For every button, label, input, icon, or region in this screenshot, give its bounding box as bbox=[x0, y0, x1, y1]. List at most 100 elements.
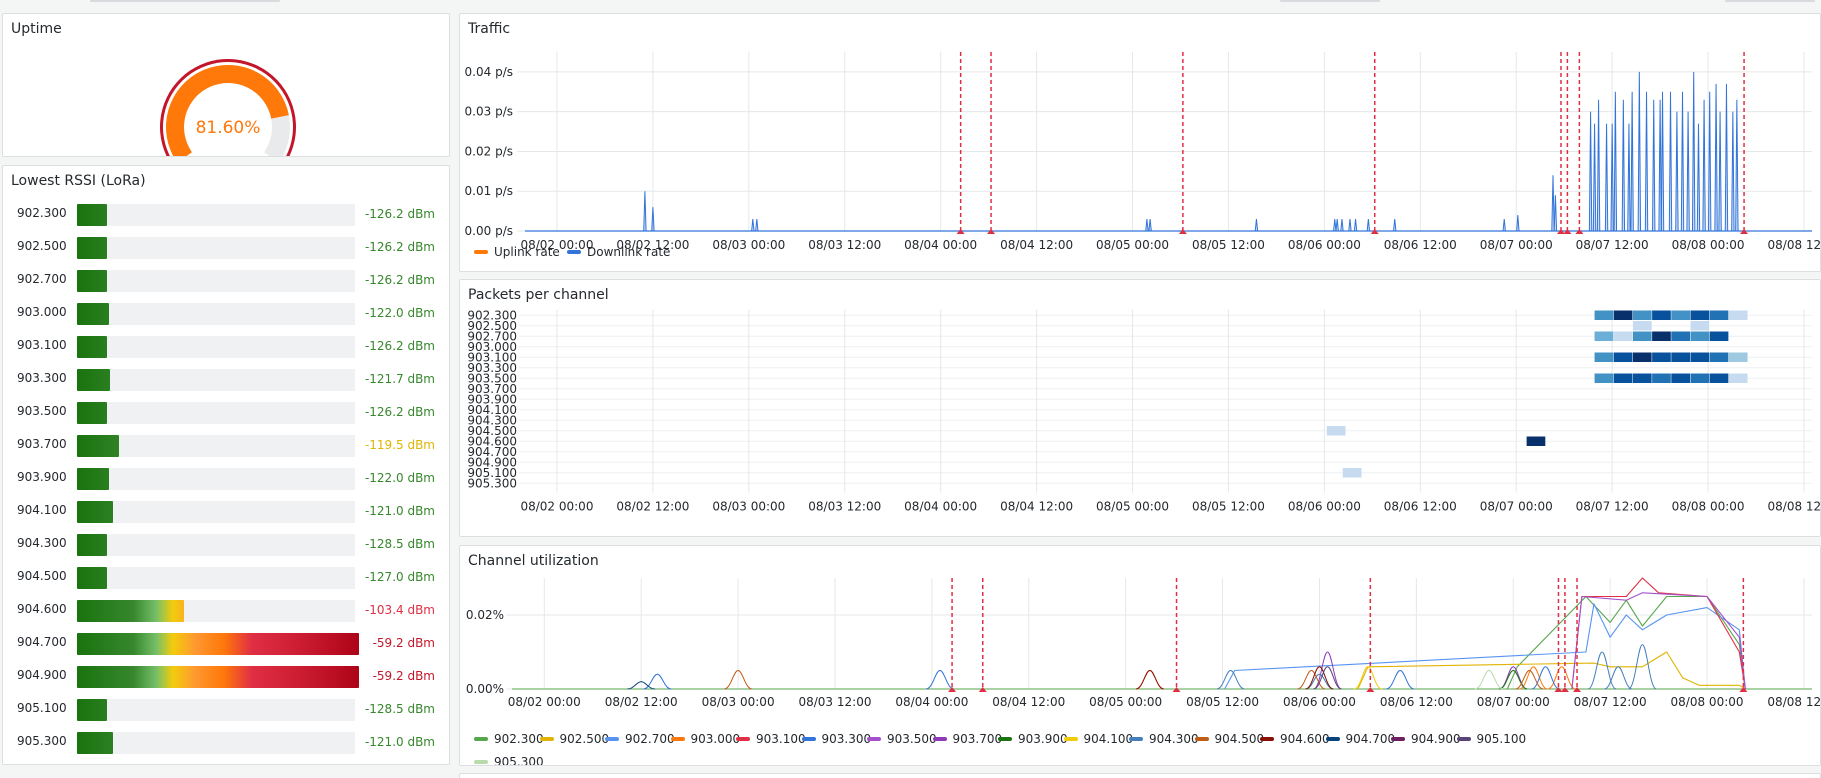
legend-903-900[interactable]: 903.900 bbox=[998, 732, 1068, 746]
utilization-bump bbox=[1604, 666, 1633, 690]
legend-swatch bbox=[1260, 737, 1274, 741]
x-tick-label: 08/03 00:00 bbox=[712, 500, 785, 514]
y-tick-label: 0.00 p/s bbox=[465, 224, 513, 238]
traffic-panel[interactable]: Traffic 0.00 p/s 0.01 p/s 0.02 p/s 0.03 p/s… bbox=[459, 13, 1821, 272]
legend-905-300[interactable]: 905.300 bbox=[474, 755, 544, 765]
heatmap-cell bbox=[1728, 352, 1748, 362]
rssi-bar-fill bbox=[77, 501, 113, 523]
heatmap-cell bbox=[1594, 373, 1614, 383]
legend-swatch bbox=[474, 760, 488, 764]
legend-swatch bbox=[998, 737, 1012, 741]
rssi-value: -126.2 dBm bbox=[364, 207, 435, 221]
legend-904-600[interactable]: 904.600 bbox=[1260, 732, 1330, 746]
top-toolbar-edge bbox=[0, 0, 1821, 8]
x-tick-label: 08/07 00:00 bbox=[1480, 500, 1553, 514]
rssi-bar-fill bbox=[77, 435, 119, 457]
packets-heatmap[interactable]: 902.300902.500902.700903.000903.100903.3… bbox=[460, 306, 1820, 536]
panel-title[interactable]: Lowest RSSI (LoRa) bbox=[11, 173, 146, 189]
heatmap-cell bbox=[1632, 310, 1652, 320]
rssi-bar-track bbox=[77, 303, 355, 325]
toolbar-segment bbox=[90, 0, 280, 2]
heatmap-cell bbox=[1526, 436, 1546, 446]
x-tick-label: 08/02 12:00 bbox=[616, 238, 689, 252]
rssi-panel[interactable]: Lowest RSSI (LoRa) 902.300 -126.2 dBm 902.… bbox=[2, 165, 450, 765]
panel-title[interactable]: Traffic bbox=[468, 21, 511, 37]
traffic-chart[interactable]: 0.00 p/s 0.01 p/s 0.02 p/s 0.03 p/s 0.04 p/s… bbox=[460, 42, 1820, 257]
rssi-bar-fill bbox=[77, 534, 107, 556]
channel-label: 903.000 bbox=[467, 340, 517, 354]
downlink-spike bbox=[1333, 219, 1337, 232]
heatmap-cell bbox=[1652, 352, 1671, 362]
x-tick-label: 08/08 00:00 bbox=[1672, 500, 1745, 514]
legend-903-000[interactable]: 903.000 bbox=[670, 732, 741, 746]
panel-title[interactable]: Channel utilization bbox=[468, 553, 599, 569]
heatmap-cell bbox=[1632, 352, 1652, 362]
heatmap-cell bbox=[1690, 310, 1710, 320]
rssi-channel-label: 905.100 bbox=[17, 701, 67, 715]
x-tick-label: 08/02 12:00 bbox=[605, 695, 678, 709]
legend-downlink[interactable]: Downlink rate bbox=[567, 245, 670, 259]
utilization-panel[interactable]: Channel utilization 0.00% 0.02% 08/02 00:0… bbox=[459, 545, 1821, 766]
heatmap-cell bbox=[1632, 373, 1652, 383]
rssi-row: 905.300 -121.0 dBm bbox=[3, 726, 449, 759]
heatmap-cell bbox=[1613, 331, 1633, 341]
legend-902-500[interactable]: 902.500 bbox=[539, 732, 609, 746]
legend-902-300[interactable]: 902.300 bbox=[474, 732, 544, 746]
legend-903-300[interactable]: 903.300 bbox=[801, 732, 872, 746]
legend-904-100[interactable]: 904.100 bbox=[1063, 732, 1133, 746]
uptime-panel[interactable]: Uptime 81.60% bbox=[2, 13, 450, 157]
rssi-value: -59.2 dBm bbox=[372, 669, 435, 683]
heatmap-cell bbox=[1728, 373, 1748, 383]
rssi-value: -126.2 dBm bbox=[364, 405, 435, 419]
downlink-spike bbox=[1353, 219, 1358, 232]
legend-label: 903.300 bbox=[821, 732, 872, 746]
panel-title[interactable]: Packets per channel bbox=[468, 287, 609, 303]
heatmap-cell bbox=[1709, 352, 1729, 362]
legend-label: 904.900 bbox=[1411, 732, 1461, 746]
legend-swatch bbox=[567, 250, 581, 254]
legend-905-100[interactable]: 905.100 bbox=[1456, 732, 1526, 746]
packets-panel[interactable]: Packets per channel 902.300 902.500 902.70… bbox=[459, 279, 1821, 537]
panel-title[interactable]: Uptime bbox=[11, 21, 62, 37]
downlink-spike bbox=[1627, 123, 1631, 232]
legend-uplink[interactable]: Uplink rate bbox=[474, 245, 560, 259]
legend-swatch bbox=[1063, 737, 1078, 741]
legend-903-500[interactable]: 903.500 bbox=[867, 732, 937, 746]
channel-label: 905.300 bbox=[467, 476, 517, 490]
rssi-bar-fill bbox=[77, 468, 109, 490]
rssi-value: -122.0 dBm bbox=[364, 306, 435, 320]
downlink-spike bbox=[1686, 111, 1690, 232]
legend-label: 903.000 bbox=[690, 732, 741, 746]
rssi-value: -126.2 dBm bbox=[364, 339, 435, 353]
legend-swatch bbox=[736, 737, 750, 741]
legend-904-900[interactable]: 904.900 bbox=[1391, 732, 1461, 746]
legend-904-700[interactable]: 904.700 bbox=[1325, 732, 1395, 746]
channel-label: 904.500 bbox=[467, 424, 517, 438]
legend-swatch bbox=[1194, 737, 1209, 741]
gauge-value-text: 81.60% bbox=[196, 118, 261, 138]
downlink-spike bbox=[1731, 111, 1735, 232]
legend-902-700[interactable]: 902.700 bbox=[605, 732, 675, 746]
rssi-row: 904.100 -121.0 dBm bbox=[3, 495, 449, 528]
legend-904-300[interactable]: 904.300 bbox=[1129, 732, 1199, 746]
legend-903-100[interactable]: 903.100 bbox=[736, 732, 806, 746]
annotation-marker bbox=[1575, 229, 1584, 234]
rssi-value: -119.5 dBm bbox=[364, 438, 435, 452]
legend-label: Uplink rate bbox=[494, 245, 560, 259]
utilization-series-line bbox=[1506, 595, 1746, 690]
downlink-spike bbox=[1148, 219, 1152, 232]
legend-903-700[interactable]: 903.700 bbox=[932, 732, 1002, 746]
utilization-chart[interactable]: 0.00% 0.02% 08/02 00:00 08/02 12:00 08/03 00… bbox=[460, 572, 1820, 732]
rssi-channel-label: 903.300 bbox=[17, 371, 67, 385]
utilization-bump bbox=[1547, 666, 1576, 690]
heatmap-cell bbox=[1690, 373, 1710, 383]
legend-904-500[interactable]: 904.500 bbox=[1194, 732, 1264, 746]
rssi-bar-fill bbox=[77, 270, 107, 292]
channel-label: 905.100 bbox=[467, 466, 517, 480]
rssi-bar-fill bbox=[77, 204, 107, 226]
rssi-row: 903.500 -126.2 dBm bbox=[3, 396, 449, 429]
rssi-value: -121.0 dBm bbox=[364, 735, 435, 749]
rssi-row: 903.100 -126.2 dBm bbox=[3, 330, 449, 363]
x-tick-label: 08/06 12:00 bbox=[1384, 238, 1457, 252]
heatmap-cell bbox=[1594, 310, 1614, 320]
